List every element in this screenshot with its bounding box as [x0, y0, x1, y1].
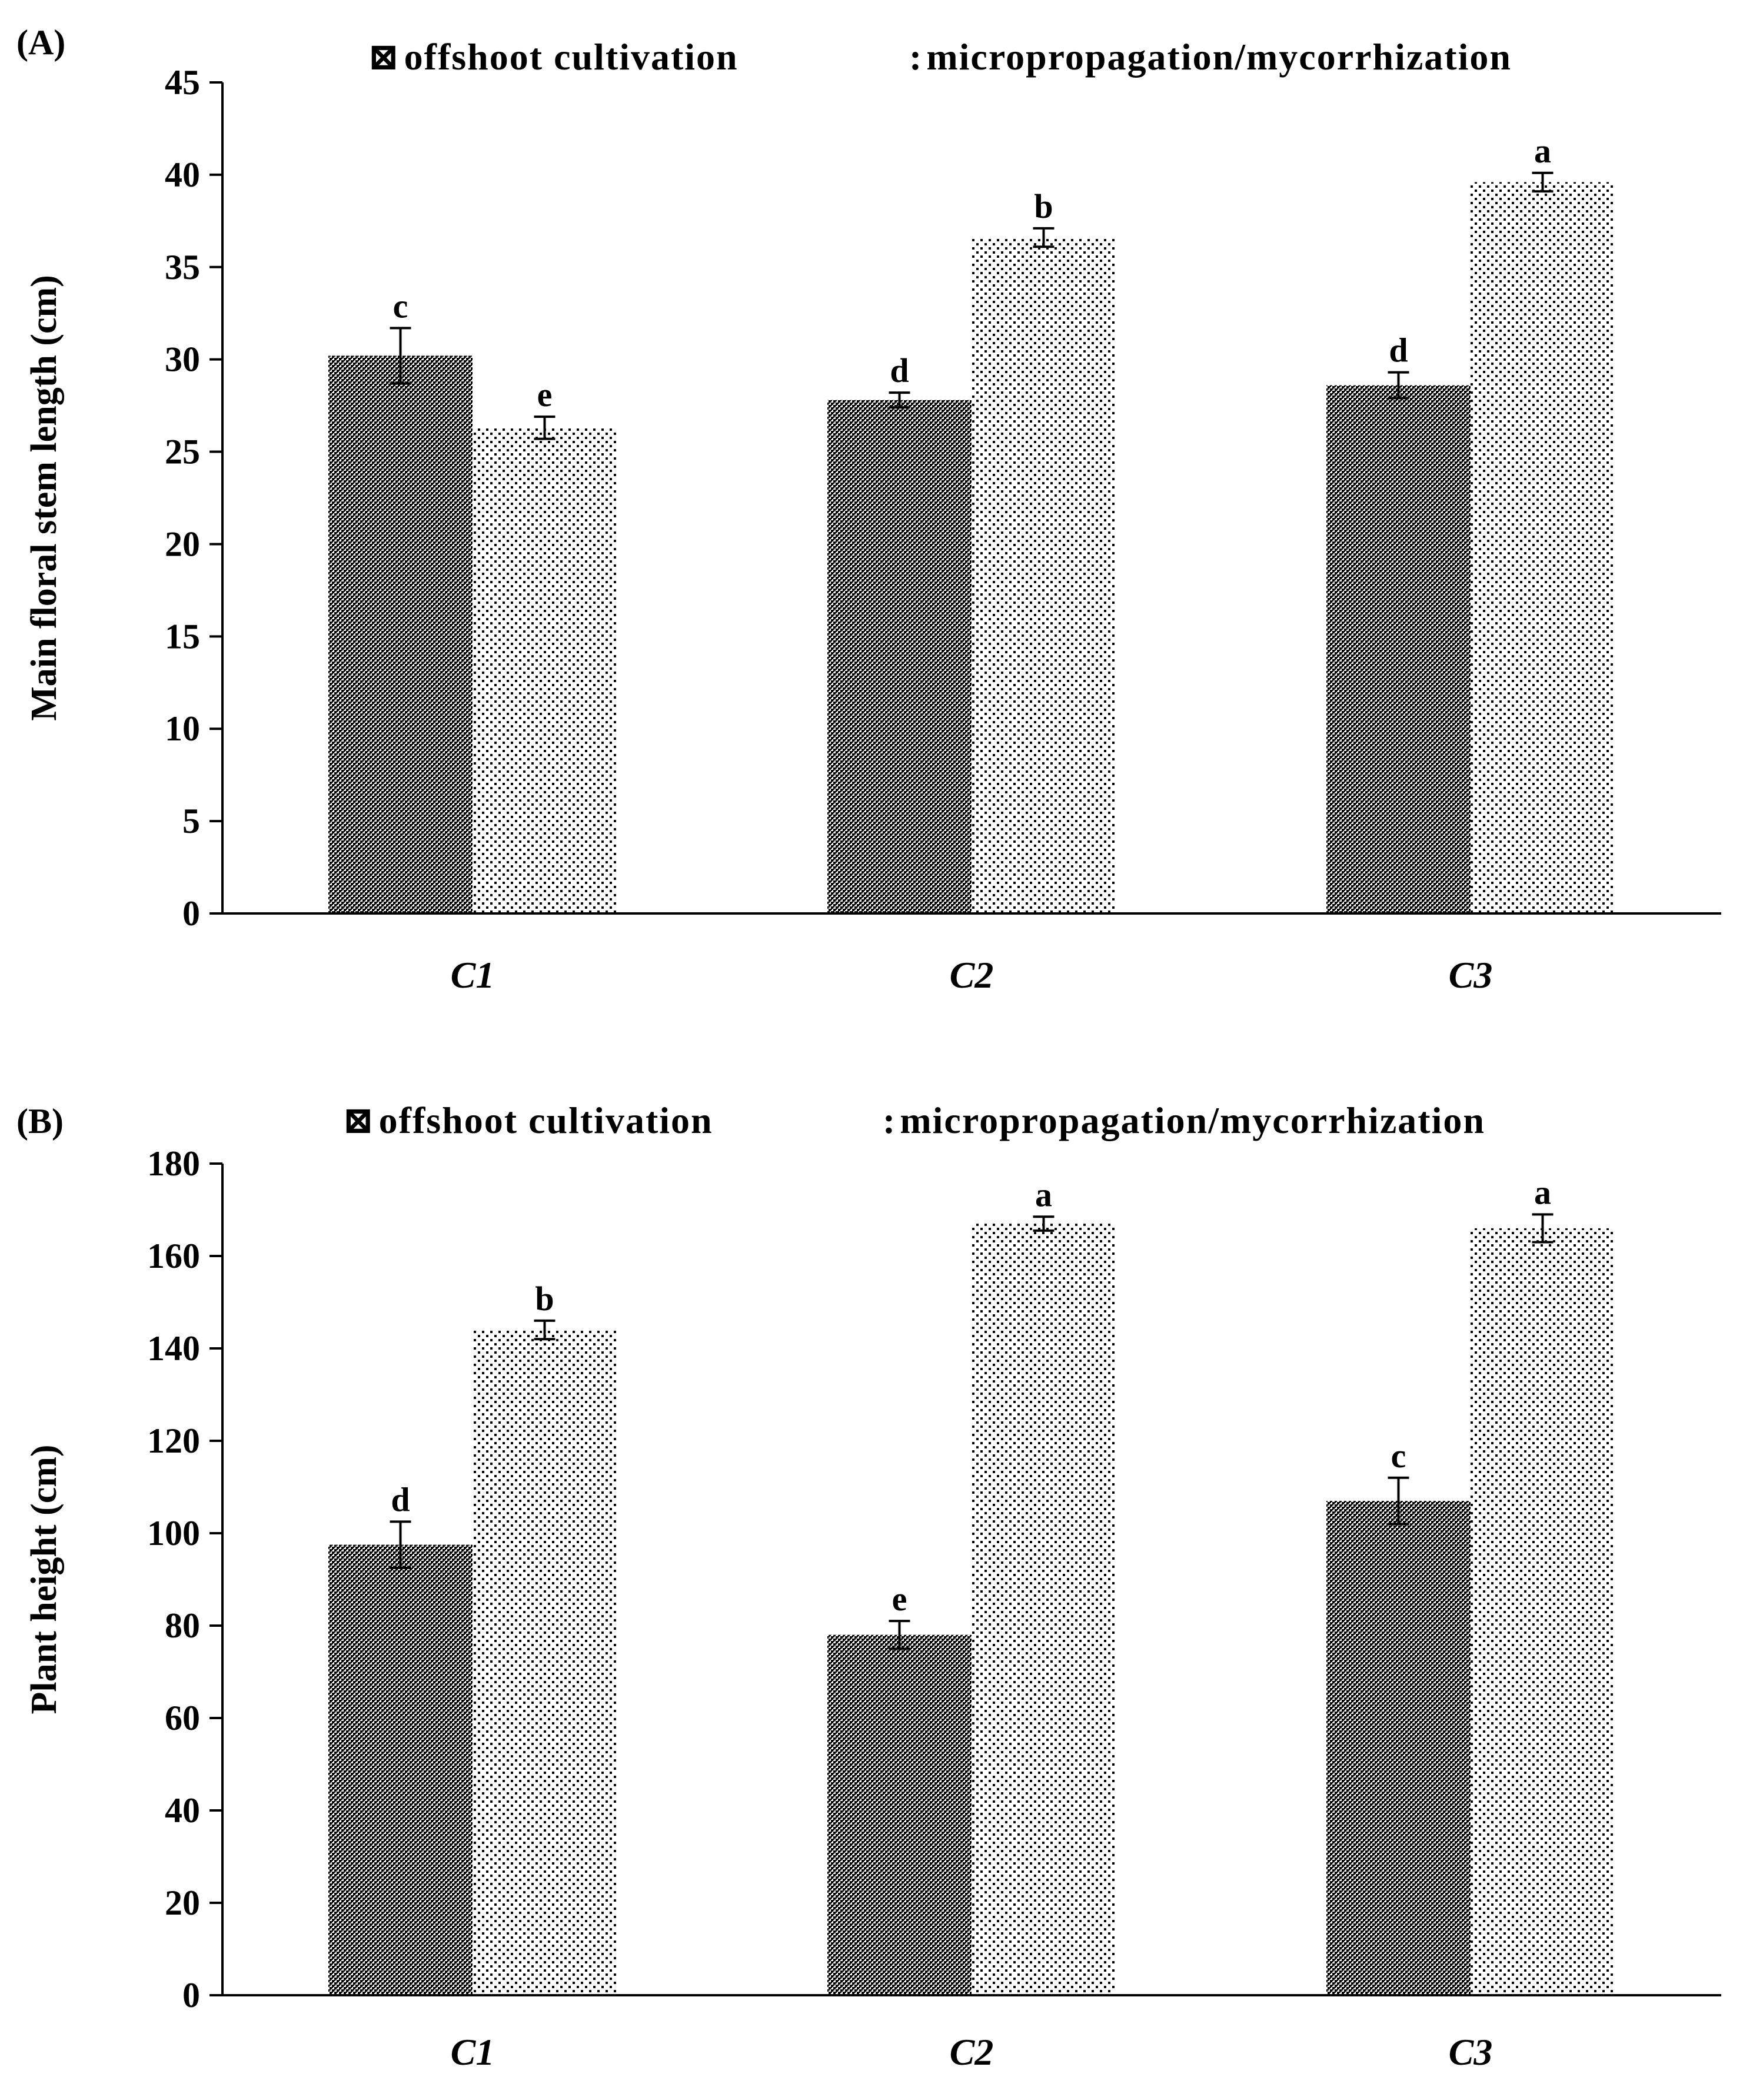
legend-marker-1: :	[909, 36, 923, 78]
significance-letter-C3-series-0: d	[1389, 331, 1408, 370]
y-tick-label: 180	[147, 1144, 200, 1183]
legend-label-0: offshoot cultivation	[404, 36, 739, 78]
bar-C1-series-1	[473, 1330, 617, 1995]
significance-letter-C1-series-1: b	[535, 1280, 554, 1318]
y-tick-label: 100	[147, 1514, 200, 1553]
y-tick-label: 5	[182, 802, 200, 840]
panel-label: (B)	[16, 1102, 64, 1141]
error-bar-C2-series-1	[1033, 1215, 1055, 1232]
bar-C3-series-1	[1471, 182, 1615, 914]
error-bar-C1-series-1	[534, 1319, 556, 1341]
error-bar-C3-series-0	[1388, 371, 1409, 400]
significance-letter-C1-series-0: c	[393, 287, 408, 325]
y-tick-label: 35	[165, 248, 200, 287]
y-tick-label: 120	[147, 1421, 200, 1460]
significance-letter-C3-series-1: a	[1534, 1173, 1551, 1211]
chart-panel-1: (B) ⊠offshoot cultivation:micropropagatio…	[16, 1099, 1721, 2073]
error-bar-C1-series-1	[534, 415, 556, 440]
y-tick-label: 140	[147, 1329, 200, 1368]
legend-marker-0: ⊠	[368, 36, 401, 78]
category-label-C2: C2	[950, 2031, 994, 2073]
bar-C1-series-0	[328, 355, 473, 913]
y-tick-label: 160	[147, 1237, 200, 1275]
y-tick-label: 0	[182, 1976, 200, 2015]
bar-C1-series-1	[473, 427, 617, 913]
error-bar-C1-series-0	[390, 327, 411, 385]
legend-entry-0: ⊠offshoot cultivation	[342, 1099, 713, 1141]
y-axis-title: Main floral stem length (cm)	[24, 275, 64, 721]
y-tick-label: 20	[165, 1883, 200, 1922]
category-label-C3: C3	[1449, 2031, 1493, 2073]
y-tick-label: 40	[165, 155, 200, 194]
y-tick-label: 80	[165, 1606, 200, 1645]
y-tick-label: 20	[165, 524, 200, 563]
legend-label-0: offshoot cultivation	[379, 1099, 713, 1141]
legend-marker-0: ⊠	[342, 1099, 375, 1141]
category-label-C2: C2	[950, 954, 994, 996]
category-label-C1: C1	[451, 2031, 495, 2073]
legend-marker-1: :	[883, 1099, 896, 1141]
legend-entry-0: ⊠offshoot cultivation	[368, 36, 739, 78]
significance-letter-C2-series-1: b	[1034, 187, 1053, 225]
y-tick-label: 0	[182, 894, 200, 933]
significance-letter-C1-series-1: e	[537, 376, 553, 414]
category-label-C3: C3	[1449, 954, 1493, 996]
y-tick-label: 30	[165, 340, 200, 379]
panel-label: (A)	[16, 23, 65, 62]
bar-C2-series-0	[827, 1634, 972, 1995]
bar-C1-series-0	[328, 1544, 473, 1995]
bar-C2-series-1	[972, 1224, 1116, 1995]
significance-letter-C3-series-0: c	[1391, 1437, 1406, 1475]
error-bar-C3-series-1	[1532, 1213, 1554, 1244]
legend-label-1: micropropagation/mycorrhization	[926, 36, 1512, 78]
error-bar-C1-series-0	[390, 1520, 411, 1569]
bar-C2-series-1	[972, 237, 1116, 913]
bar-C3-series-0	[1326, 385, 1471, 913]
significance-letter-C1-series-0: d	[391, 1480, 410, 1518]
error-bar-C2-series-0	[889, 1620, 910, 1650]
legend-entry-1: :micropropagation/mycorrhization	[883, 1099, 1485, 1141]
legend-entry-1: :micropropagation/mycorrhization	[909, 36, 1512, 78]
significance-letter-C2-series-0: e	[892, 1580, 907, 1618]
y-tick-label: 10	[165, 709, 200, 748]
y-tick-label: 15	[165, 617, 200, 656]
category-label-C1: C1	[451, 954, 495, 996]
significance-letter-C3-series-1: a	[1534, 132, 1551, 170]
bar-C2-series-0	[827, 400, 972, 913]
y-tick-label: 60	[165, 1699, 200, 1737]
error-bar-C3-series-0	[1388, 1476, 1409, 1526]
error-bar-C2-series-0	[889, 391, 910, 409]
bar-C3-series-1	[1471, 1228, 1615, 1995]
y-tick-label: 45	[165, 63, 200, 102]
error-bar-C3-series-1	[1532, 171, 1554, 193]
significance-letter-C2-series-0: d	[890, 351, 909, 390]
y-tick-label: 25	[165, 433, 200, 471]
significance-letter-C2-series-1: a	[1035, 1175, 1052, 1214]
error-bar-C2-series-1	[1033, 227, 1055, 248]
bar-C3-series-0	[1326, 1501, 1471, 1995]
chart-panel-0: (A) ⊠offshoot cultivation:micropropagatio…	[16, 23, 1721, 996]
legend-label-1: micropropagation/mycorrhization	[900, 1099, 1485, 1141]
y-tick-label: 40	[165, 1791, 200, 1830]
y-axis-title: Plant height (cm)	[24, 1444, 64, 1714]
